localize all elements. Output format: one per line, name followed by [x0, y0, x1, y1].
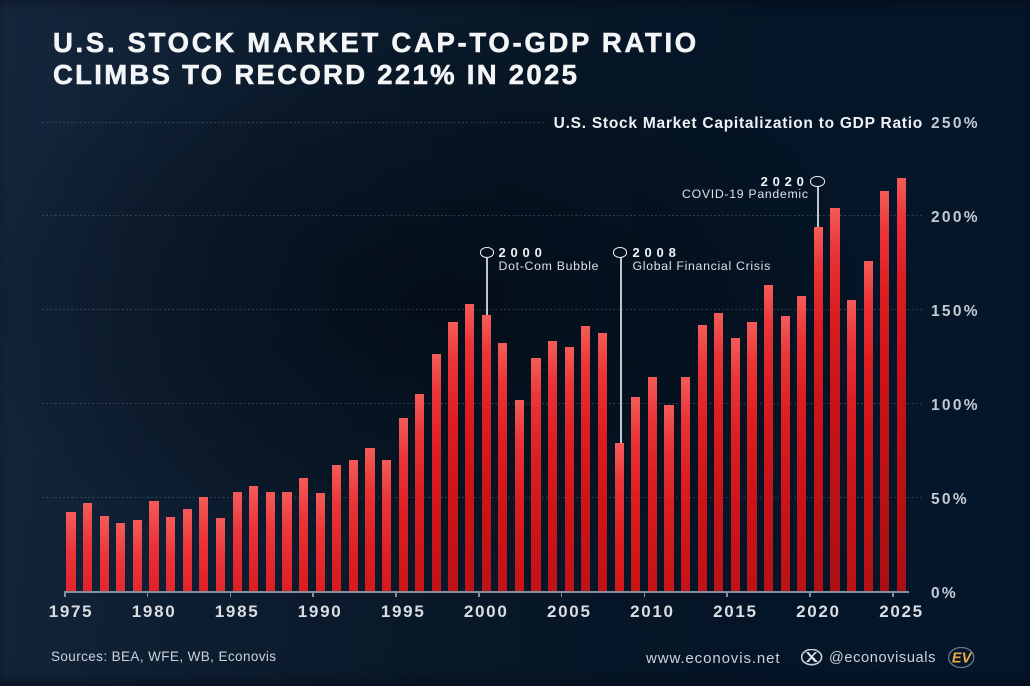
svg-text:EV: EV: [952, 651, 973, 667]
